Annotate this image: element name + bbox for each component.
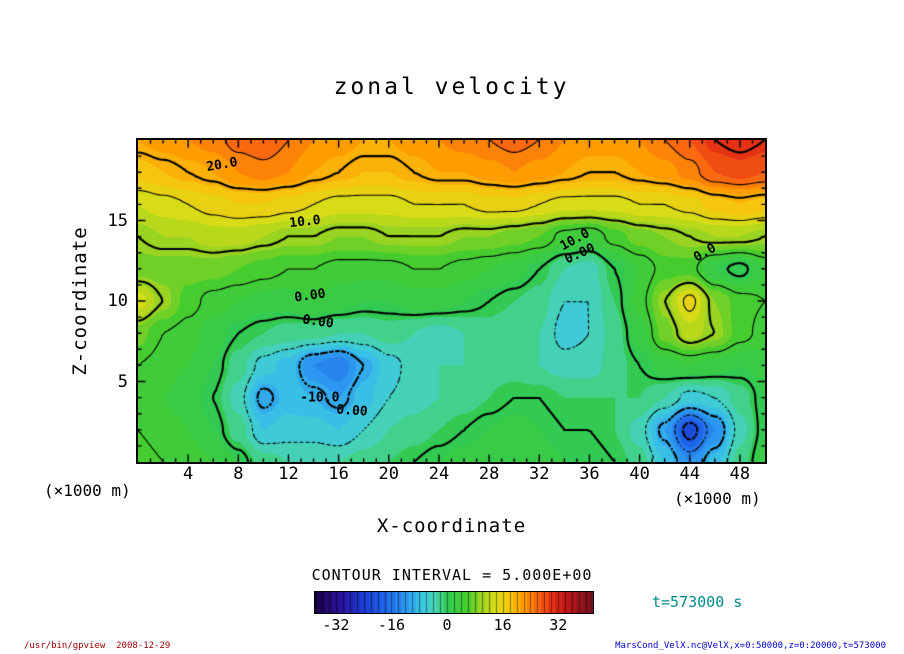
x-axis-label: X-coordinate	[376, 515, 527, 537]
colorbar-tick-labels: -32 -16 0 16 32	[315, 616, 593, 634]
x-tick-label: 12	[278, 464, 299, 484]
colorbar-canvas	[315, 592, 593, 613]
colorbar	[314, 591, 594, 614]
colorbar-tick-label: 0	[442, 616, 452, 634]
z-axis-tick-labels: 5 10 15	[88, 140, 130, 462]
colorbar-tick-label: 32	[549, 616, 568, 634]
x-tick-label: 36	[579, 464, 600, 484]
z-axis-unit-label: (×1000 m)	[44, 481, 131, 500]
x-tick-label: 48	[729, 464, 751, 484]
contour-interval-label: CONTOUR INTERVAL = 5.000E+00	[311, 566, 593, 584]
time-label: t=573000 s	[652, 593, 743, 611]
z-tick-label: 15	[107, 210, 128, 231]
x-tick-label: 44	[679, 464, 700, 484]
colorbar-tick-label: -32	[322, 616, 350, 634]
footer-dataset-text: MarsCond_VelX.nc@VelX,x=0:50000,z=0:2000…	[615, 641, 886, 651]
x-axis-tick-labels: 4 8 12 16 20 24 28 32 36 40 44 48	[138, 464, 765, 486]
z-tick-label: 10	[107, 291, 128, 311]
contour-plot-canvas	[138, 140, 765, 462]
z-tick-label: 5	[117, 371, 128, 392]
x-tick-label: 8	[233, 464, 244, 484]
x-axis-unit-label: (×1000 m)	[674, 489, 761, 508]
footer-command-text: /usr/bin/gpview 2008-12-29	[24, 641, 171, 651]
colorbar-tick-label: -16	[377, 616, 405, 634]
page-title: zonal velocity	[333, 74, 570, 100]
x-tick-label: 32	[529, 464, 550, 484]
x-tick-label: 16	[328, 464, 349, 484]
x-tick-label: 28	[478, 464, 500, 484]
contour-plot-frame: 20.0 10.0 10.0 0.00 0.0 0.00 0.00 -10.0 0.00	[136, 138, 767, 464]
x-tick-label: 20	[378, 464, 400, 484]
x-tick-label: 40	[629, 464, 650, 484]
x-tick-label: 24	[428, 464, 450, 484]
x-tick-label: 4	[183, 464, 194, 484]
colorbar-tick-label: 16	[493, 616, 512, 634]
